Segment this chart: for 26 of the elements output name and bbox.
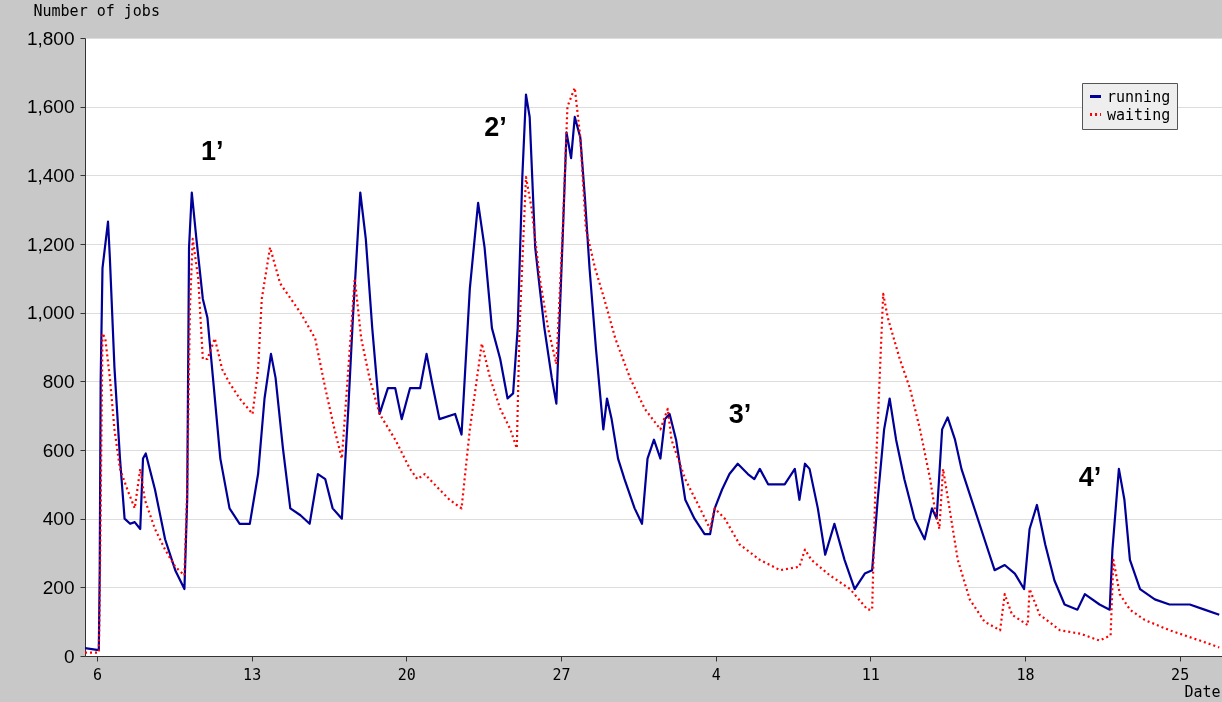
y-tick-label: 1,200 [26, 233, 75, 255]
x-tick-label: 4 [711, 665, 721, 684]
y-tick-label: 800 [42, 370, 75, 392]
y-tick-label: 1,800 [26, 27, 75, 49]
x-tick-label: 11 [861, 665, 880, 684]
y-tick-label: 1,400 [26, 164, 75, 186]
x-tick-label: 18 [1016, 665, 1035, 684]
x-axis-title: Date [1184, 682, 1221, 701]
legend-label: waiting [1107, 105, 1171, 124]
y-tick-label: 600 [42, 439, 75, 461]
y-tick-label: 0 [63, 645, 75, 667]
y-tick-label: 1,000 [26, 302, 75, 324]
x-tick-label: 6 [92, 665, 102, 684]
y-tick-label: 400 [42, 508, 75, 530]
y-axis-title: Number of jobs [33, 1, 160, 20]
annotation: 1’ [201, 135, 224, 166]
annotation: 3’ [728, 398, 752, 429]
x-tick-label: 27 [552, 665, 571, 684]
y-tick-label: 1,600 [26, 96, 75, 118]
x-tick-label: 25 [1171, 665, 1190, 684]
annotation: 4’ [1078, 462, 1102, 493]
x-tick-label: 13 [243, 665, 262, 684]
legend-label: running [1107, 87, 1171, 106]
x-tick-label: 20 [397, 665, 416, 684]
y-tick-label: 200 [42, 576, 75, 598]
annotation: 2’ [484, 112, 507, 143]
